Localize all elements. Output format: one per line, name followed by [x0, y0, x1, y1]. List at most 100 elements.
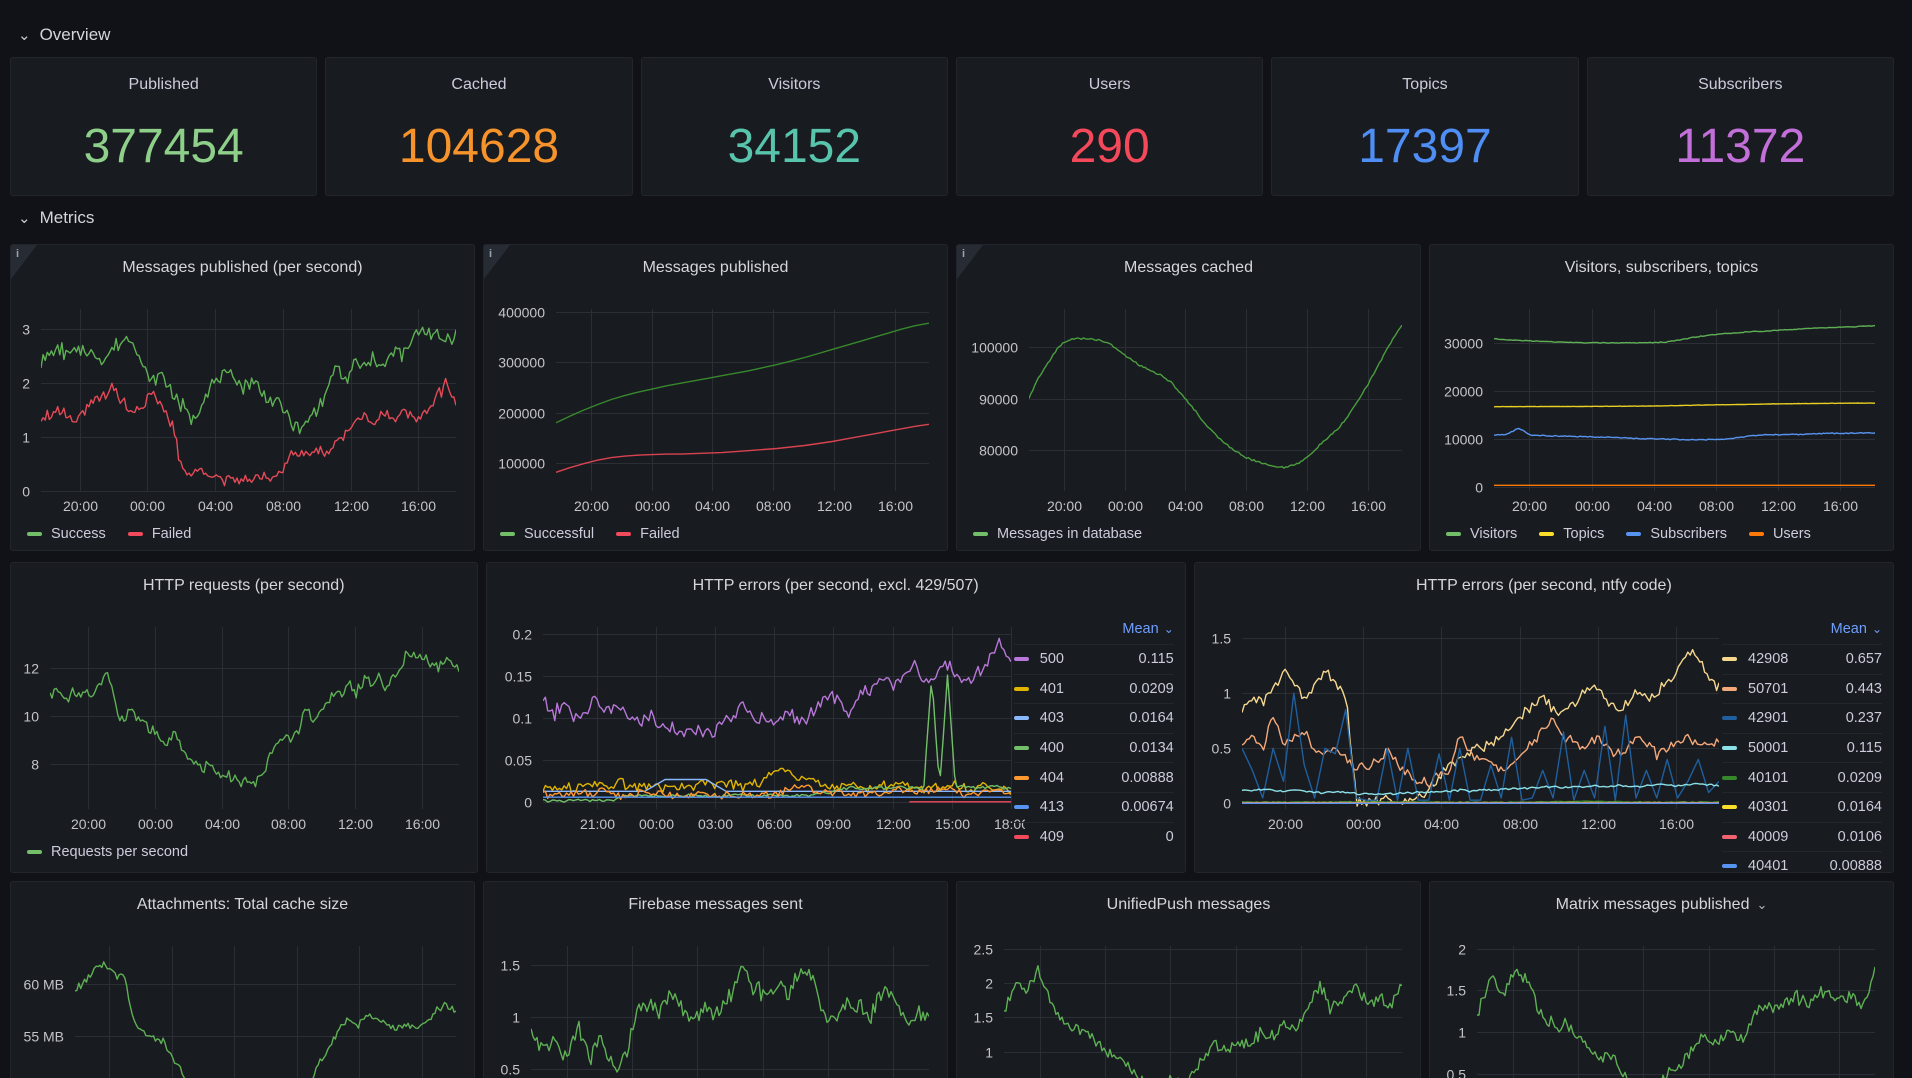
- legend-item[interactable]: Subscribers: [1626, 525, 1727, 543]
- panel-title[interactable]: UnifiedPush messages: [1106, 896, 1271, 913]
- panel-visitors-subscribers-topics[interactable]: Visitors, subscribers, topics 0 10000 2000…: [1429, 244, 1894, 551]
- panel-http-errors-ntfy-code[interactable]: HTTP errors (per second, ntfy code) 0 0.5…: [1193, 562, 1894, 873]
- y-axis-tick-label: 0: [1475, 480, 1483, 496]
- panel-description-corner[interactable]: i: [484, 245, 510, 279]
- chart-legend[interactable]: Requests per second: [27, 843, 188, 861]
- stat-panel-published[interactable]: Published 377454: [10, 57, 318, 196]
- panel-attachments-total-cache-size[interactable]: Attachments: Total cache size 60 MB 55 MB…: [10, 881, 475, 1078]
- y-axis-tick-label: 3: [22, 322, 30, 338]
- legend-item[interactable]: Users: [1748, 525, 1811, 543]
- legend-color-swatch: [127, 532, 143, 536]
- legend-row[interactable]: 40301 0.0164: [1722, 791, 1882, 822]
- legend-row[interactable]: 50001 0.115: [1722, 732, 1882, 763]
- panel-unifiedpush-messages[interactable]: UnifiedPush messages 2.521.510.5: [956, 881, 1421, 1078]
- panel-title[interactable]: Messages cached: [1124, 259, 1253, 276]
- chart-legend[interactable]: Messages in database: [973, 525, 1142, 543]
- panel-title[interactable]: Attachments: Total cache size: [136, 896, 349, 913]
- panel-firebase-messages-sent[interactable]: Firebase messages sent 1.510.50: [483, 881, 948, 1078]
- legend-row[interactable]: 42908 0.657: [1722, 644, 1882, 674]
- legend-color-swatch: [1626, 532, 1642, 536]
- x-axis-tick-label: 16:00: [1823, 498, 1858, 514]
- legend-series-name: 50701: [1748, 680, 1789, 697]
- stat-panel-visitors[interactable]: Visitors 34152: [640, 57, 948, 196]
- legend-row[interactable]: 409 0: [1013, 821, 1174, 852]
- legend-row[interactable]: 403 0.0164: [1013, 703, 1174, 733]
- legend-item[interactable]: Requests per second: [27, 843, 188, 861]
- stat-panel-topics[interactable]: Topics 17397: [1271, 57, 1579, 196]
- panel-http-requests-per-second[interactable]: HTTP requests (per second) 8 10 12 20:00 00:…: [10, 562, 478, 873]
- legend-row[interactable]: 42901 0.237: [1722, 703, 1882, 733]
- chart-legend[interactable]: Successful Failed: [500, 525, 680, 543]
- section-header-metrics[interactable]: ⌄ Metrics: [18, 208, 94, 228]
- legend-color-swatch: [616, 532, 632, 536]
- legend-series-name: 500: [1039, 651, 1064, 668]
- legend-series-name: 40009: [1748, 828, 1789, 845]
- chart-legend-table[interactable]: Mean ⌄ 42908 0.657 50701 0.443 42901 0.237 50001…: [1722, 621, 1882, 872]
- legend-item[interactable]: Topics: [1539, 525, 1604, 543]
- x-axis-tick-label: 08:00: [756, 498, 791, 514]
- panel-description-corner[interactable]: i: [11, 245, 37, 279]
- x-axis-tick-label: 00:00: [1575, 498, 1610, 514]
- x-axis-tick-label: 04:00: [695, 498, 730, 514]
- legend-row[interactable]: 400 0.0134: [1013, 732, 1174, 763]
- chart-plot: 1.510.50: [501, 946, 929, 1078]
- legend-item[interactable]: Successful: [500, 525, 594, 543]
- panel-title[interactable]: HTTP errors (per second, excl. 429/507): [692, 577, 979, 594]
- legend-row[interactable]: 401 0.0209: [1013, 673, 1174, 704]
- legend-color-swatch: [1013, 746, 1029, 751]
- panel-messages-published[interactable]: i Messages published 100000 200000 300000 4…: [483, 244, 948, 551]
- chart-legend-table[interactable]: Mean ⌄ 500 0.115 401 0.0209 403 0.0164 400 0.0134…: [1013, 621, 1174, 852]
- legend-color-swatch: [1722, 834, 1737, 839]
- y-axis-tick-label: 0: [1223, 796, 1231, 812]
- panel-http-errors-excl[interactable]: HTTP errors (per second, excl. 429/507) …: [485, 562, 1186, 873]
- legend-series-value: 0.0209: [1837, 769, 1882, 786]
- legend-row[interactable]: 50701 0.443: [1722, 673, 1882, 704]
- legend-label: Visitors: [1470, 526, 1518, 542]
- legend-item[interactable]: Failed: [127, 525, 191, 543]
- chart-legend[interactable]: Success Failed: [27, 525, 191, 543]
- panel-title[interactable]: Messages published: [642, 259, 789, 276]
- panel-title[interactable]: Matrix messages published ⌄: [1458, 895, 1865, 915]
- chart-plot: 80000 90000 100000 20:00 00:00 04:00 08:00 12:0…: [971, 309, 1402, 514]
- section-header-overview[interactable]: ⌄ Overview: [18, 25, 110, 45]
- panel-title-text: Matrix messages published: [1555, 896, 1750, 913]
- legend-color-swatch: [1013, 775, 1029, 780]
- legend-color-swatch: [1013, 716, 1029, 721]
- panel-description-corner[interactable]: i: [957, 245, 983, 279]
- legend-row[interactable]: 413 0.00674: [1013, 791, 1174, 822]
- stat-panel-cached[interactable]: Cached 104628: [325, 57, 633, 196]
- panel-title[interactable]: Messages published (per second): [122, 259, 363, 276]
- legend-row[interactable]: 500 0.115: [1013, 644, 1174, 674]
- legend-item[interactable]: Messages in database: [973, 525, 1142, 543]
- stat-panel-subscribers[interactable]: Subscribers 11372: [1586, 57, 1894, 196]
- legend-row[interactable]: 40009 0.0106: [1722, 821, 1882, 852]
- chart-area: 2 1.5 1 0.5: [1430, 882, 1893, 1078]
- panel-title[interactable]: HTTP errors (per second, ntfy code): [1415, 577, 1672, 594]
- chevron-down-icon[interactable]: ⌄: [1756, 897, 1768, 912]
- chart-legend[interactable]: Visitors Topics Subscribers Users: [1446, 525, 1811, 543]
- graph-row-3: Attachments: Total cache size 60 MB 55 MB…: [10, 881, 1894, 1078]
- stat-title: Topics: [1402, 76, 1448, 93]
- panel-title[interactable]: Visitors, subscribers, topics: [1564, 259, 1759, 276]
- legend-item[interactable]: Visitors: [1446, 525, 1517, 543]
- panel-title[interactable]: HTTP requests (per second): [142, 577, 345, 594]
- stat-panel-users[interactable]: Users 290: [955, 57, 1264, 196]
- legend-color-swatch: [27, 850, 42, 854]
- legend-row[interactable]: 404 0.00888: [1013, 762, 1174, 792]
- legend-item[interactable]: Success: [27, 525, 106, 543]
- legend-row[interactable]: 40101 0.0209: [1722, 762, 1882, 792]
- x-axis-tick-label: 04:00: [1424, 816, 1459, 832]
- y-axis-tick-label: 80000: [979, 443, 1018, 459]
- legend-item[interactable]: Failed: [616, 525, 680, 543]
- panel-title[interactable]: Firebase messages sent: [628, 896, 803, 913]
- panel-messages-published-per-second[interactable]: i Messages published (per second) 0 1 2 3 20…: [10, 244, 475, 551]
- legend-row[interactable]: 40401 0.00888: [1722, 851, 1882, 872]
- legend-sort-header[interactable]: Mean ⌄: [1014, 621, 1173, 644]
- panel-messages-cached[interactable]: i Messages cached 80000 90000 100000 20:00 0…: [956, 244, 1421, 551]
- legend-header-label: Mean: [1830, 621, 1867, 637]
- series-line: [542, 767, 1011, 795]
- chart-plot: 2 1.5 1 0.5: [1447, 942, 1875, 1078]
- legend-sort-header[interactable]: Mean ⌄: [1722, 621, 1882, 644]
- chart-area: 0 1 2 3 20:00 00:00 04:00 08:00 12:00 16:00: [11, 245, 474, 550]
- panel-matrix-messages-published[interactable]: Matrix messages published ⌄ 2 1.5 1 0.5: [1429, 881, 1894, 1078]
